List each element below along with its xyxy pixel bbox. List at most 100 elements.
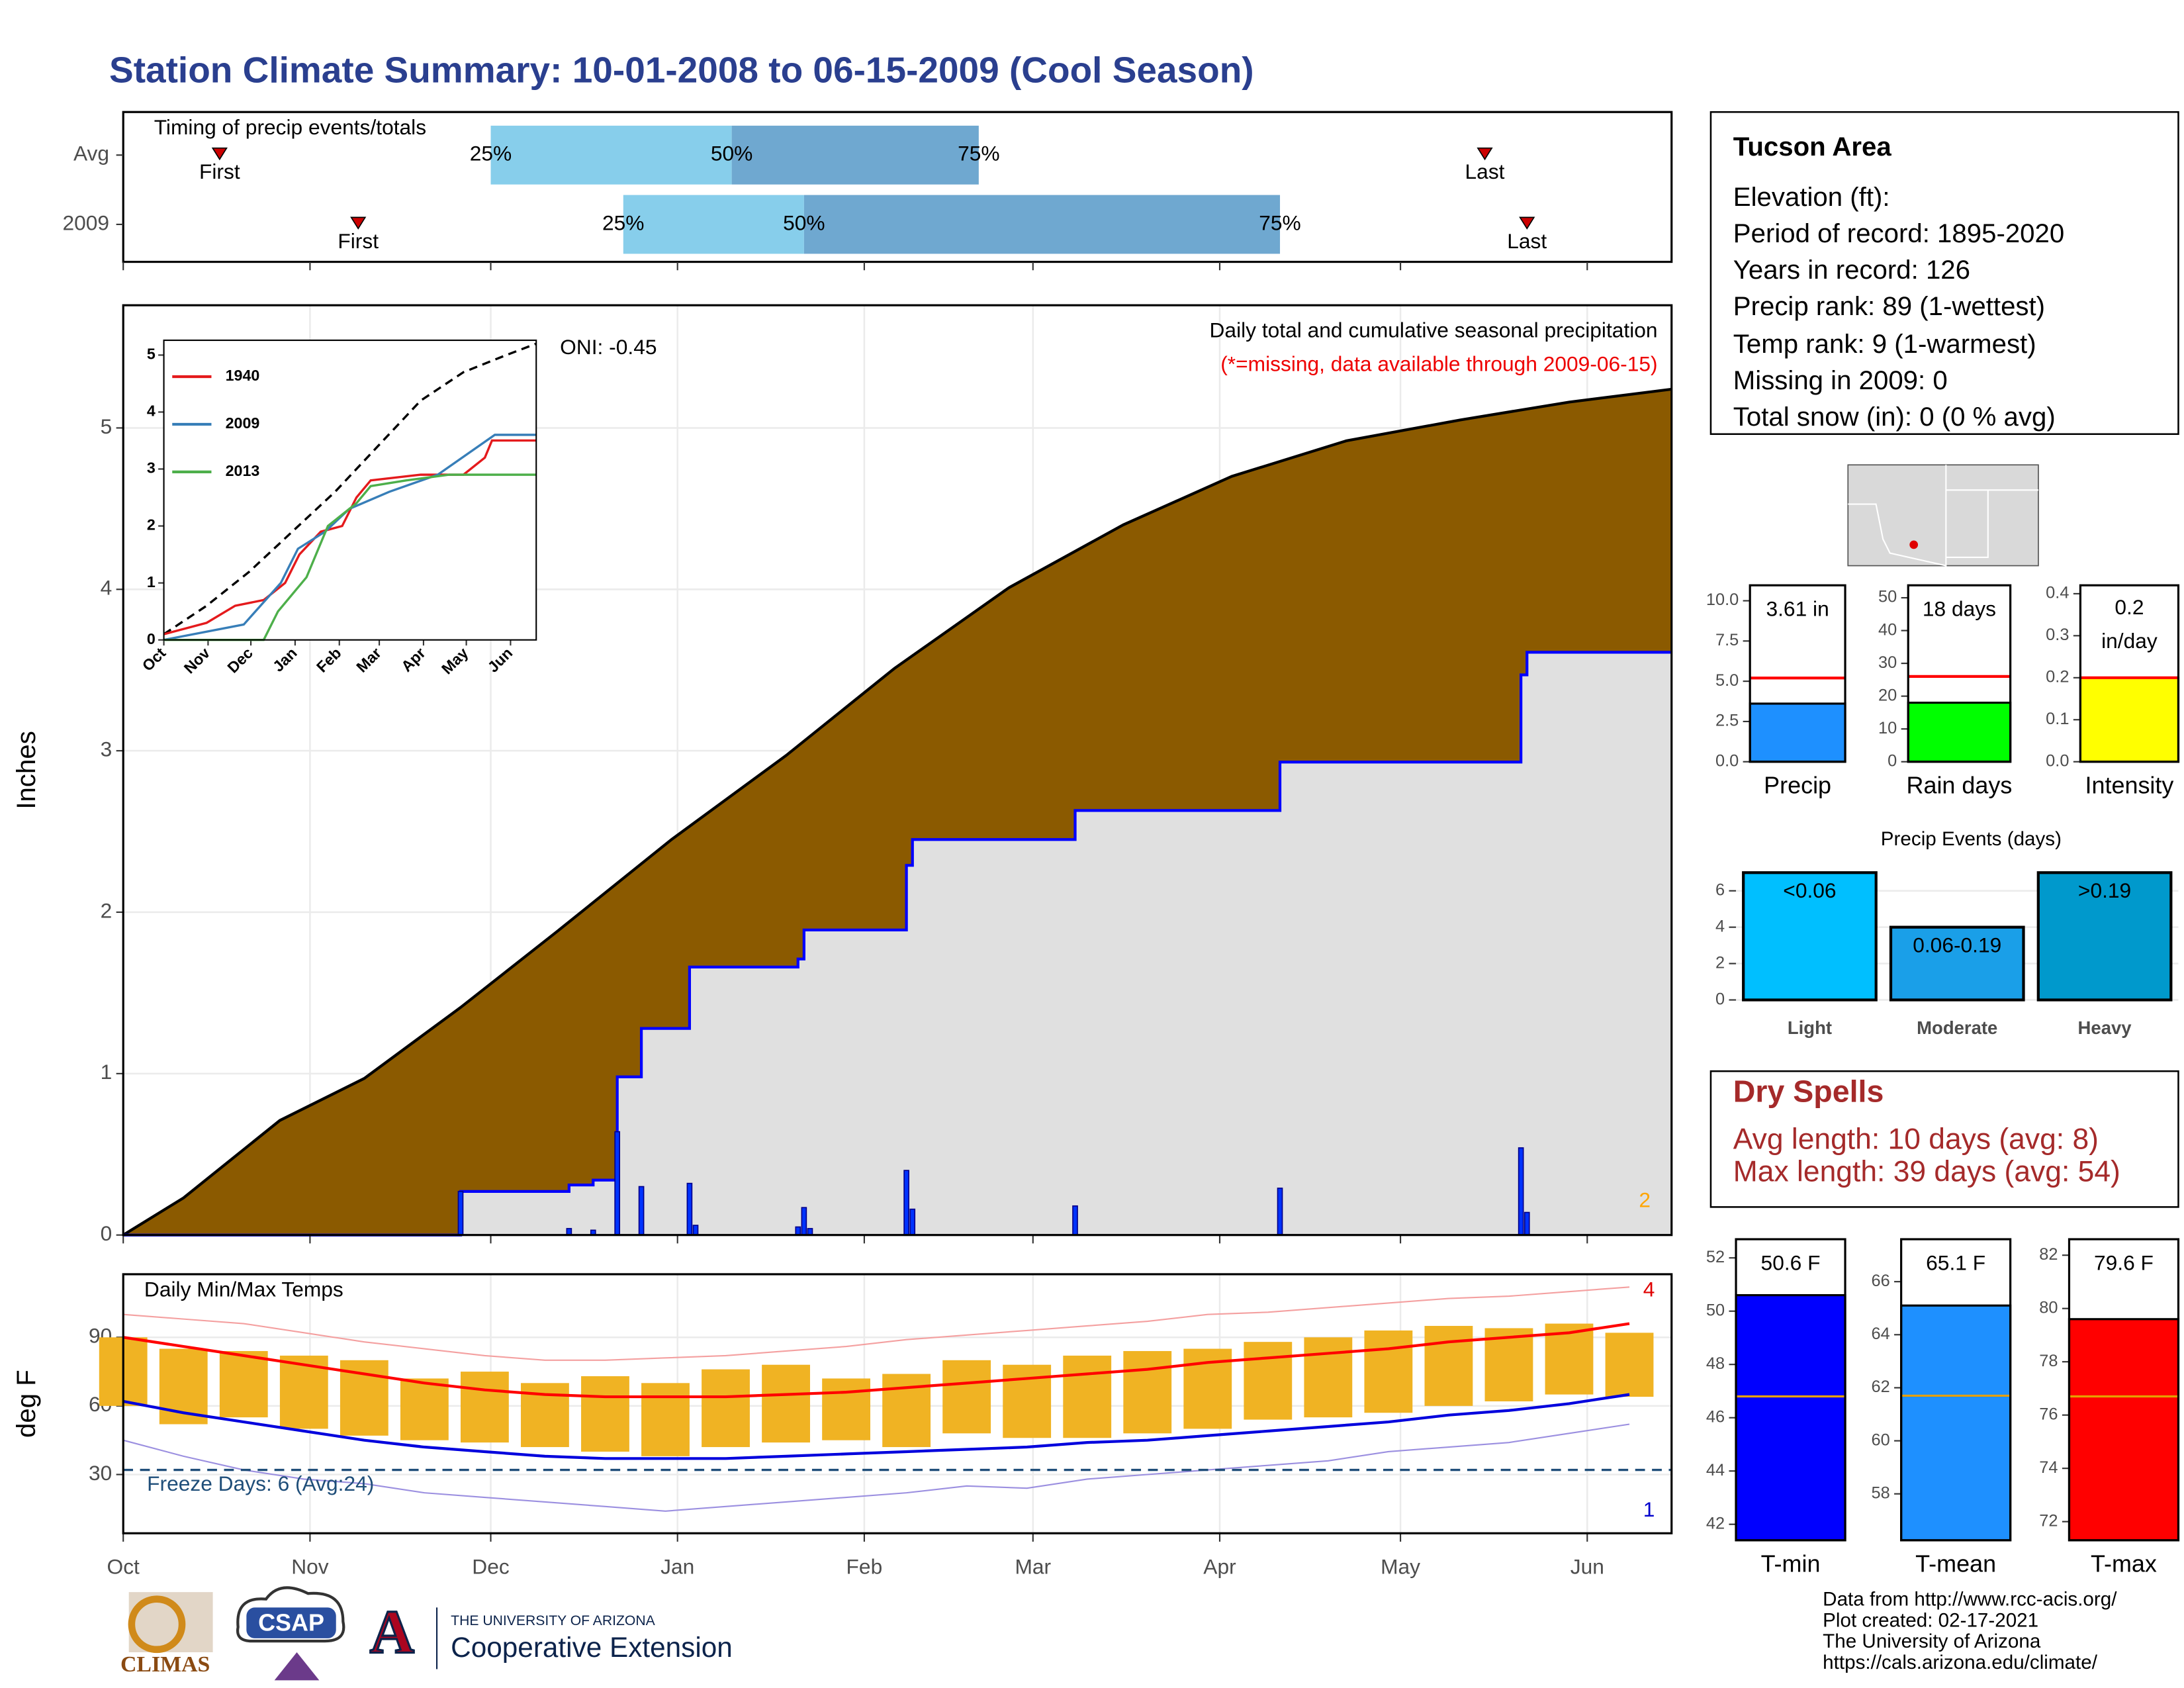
y-tick-label: 66: [1871, 1272, 1889, 1290]
chart-bar: 72 74 76 78 80 82 T-max 79.6 F: [2039, 1238, 2180, 1577]
timing-bar: [623, 195, 804, 254]
daily-bar: [1072, 1205, 1078, 1236]
value-label: 3.61 in: [1766, 597, 1829, 621]
marker-label: First: [199, 160, 240, 183]
y-tick-label: 46: [1706, 1407, 1725, 1426]
oni-annotation: ONI: -0.45: [560, 335, 657, 359]
bar: [1749, 702, 1846, 763]
y-tick-label: 0.4: [2046, 584, 2069, 602]
footer-line: Data from http://www.rcc-acis.org/: [1823, 1589, 2117, 1611]
series-line: [163, 439, 537, 635]
temp-bar: [762, 1364, 810, 1443]
climas-icon: [128, 1592, 213, 1653]
freeze-text: Freeze Days: 6 (Avg:24): [147, 1472, 374, 1495]
average-line: [163, 342, 537, 635]
station-name: Tucson Area: [1733, 132, 1892, 162]
category-label: Intensity: [2085, 771, 2173, 798]
percent-label: 50%: [711, 142, 752, 165]
timing-bar: [490, 125, 732, 185]
extension-name: Cooperative Extension: [451, 1632, 733, 1663]
y-tick-label: 52: [1706, 1248, 1725, 1266]
y-tick-label: 5: [147, 346, 156, 363]
temp-bar: [1304, 1337, 1353, 1418]
daily-bar: [1277, 1188, 1283, 1236]
x-tick-label: Dec: [472, 1555, 510, 1579]
chart-title: Precip Events (days): [1881, 828, 2062, 850]
daily-bar: [903, 1170, 909, 1236]
x-tick-label: May: [1381, 1555, 1420, 1579]
marker-label: First: [338, 229, 379, 253]
daily-bar: [795, 1226, 801, 1236]
ua-logo: A: [370, 1598, 414, 1666]
value-label: 50.6 F: [1761, 1250, 1821, 1274]
category-label: Precip: [1764, 771, 1831, 798]
record-lows: 1: [1643, 1497, 1655, 1521]
temp-bar: [400, 1378, 449, 1440]
chart-temperature: OctNovDecJanFebMarAprMayJun306090Daily M…: [11, 1273, 1673, 1579]
university-name: THE UNIVERSITY OF ARIZONA: [451, 1613, 655, 1628]
bar: [1742, 871, 1878, 1002]
locator-map: [1847, 464, 2039, 567]
climas-icon: [128, 1595, 186, 1654]
y-tick-label: 2: [147, 516, 156, 534]
daily-bar: [638, 1186, 645, 1236]
record-highs: 4: [1643, 1278, 1655, 1301]
y-tick-label: 0: [147, 630, 156, 647]
chart-subtitle: (*=missing, data available through 2009-…: [1220, 352, 1657, 375]
temp-bar: [1063, 1355, 1112, 1438]
range-label: >0.19: [2078, 878, 2131, 902]
daily-bar: [909, 1208, 916, 1236]
x-tick-label: Apr: [1203, 1555, 1236, 1579]
percent-label: 25%: [602, 211, 644, 234]
y-tick-label: 0: [1888, 751, 1897, 770]
daily-bar: [686, 1182, 693, 1236]
timing-bar: [803, 195, 1281, 254]
y-tick-label: 0: [101, 1221, 113, 1245]
y-tick-label: 2: [101, 898, 113, 922]
avg-min-line: [122, 1393, 1630, 1460]
daily-bar: [614, 1131, 621, 1236]
legend-label: 2013: [226, 462, 260, 479]
y-tick-label: 5: [101, 414, 113, 438]
bar: [1735, 1293, 1846, 1542]
timing-marker: [1519, 216, 1535, 230]
chart-bar: 58 60 62 64 66 T-mean 65.1 F: [1871, 1238, 2012, 1577]
y-tick-label: 82: [2039, 1245, 2058, 1264]
y-tick-label: 5.0: [1715, 671, 1739, 690]
plot-frame: [122, 111, 1673, 263]
station-line: Temp rank: 9 (1-warmest): [1733, 329, 2036, 359]
avg-max-line: [122, 1322, 1630, 1399]
record-high-line: [123, 1286, 1630, 1361]
chart-step_area: 0 1 2 3 4 5 Daily total and cumulative seasona…: [11, 304, 1673, 1245]
y-tick-label: 1: [147, 573, 156, 590]
y-tick-label: 3: [101, 737, 113, 761]
plot-frame: [2068, 1238, 2180, 1542]
temp-bar: [641, 1383, 690, 1456]
category-label: T-mean: [1915, 1550, 1996, 1577]
station-line: Years in record: 126: [1733, 255, 1970, 285]
y-tick-label: 0: [1715, 990, 1725, 1008]
temp-bar: [1364, 1330, 1413, 1413]
category-label: Light: [1788, 1017, 1832, 1038]
value-label: 0.2 in/day: [2101, 596, 2158, 653]
y-tick-label: 10: [1878, 719, 1897, 737]
y-tick-label: 0.0: [2046, 751, 2069, 770]
y-tick-label: 4: [1715, 917, 1725, 935]
station-line: Precip rank: 89 (1-wettest): [1733, 291, 2045, 321]
y-tick-label: 74: [2039, 1458, 2058, 1477]
csap-mountain: [274, 1652, 320, 1681]
dry-spells-line: Avg length: 10 days (avg: 8): [1733, 1123, 2099, 1156]
dry-spells-box: Dry Spells Avg length: 10 days (avg: 8) …: [1709, 1070, 2179, 1208]
timing-marker: [350, 216, 367, 230]
footer-line: https://cals.arizona.edu/climate/: [1823, 1652, 2098, 1673]
station-line: Elevation (ft):: [1733, 182, 1890, 212]
y-tick-label: 44: [1706, 1461, 1725, 1479]
x-tick-label: Jun: [1570, 1555, 1604, 1579]
x-tick-label: Nov: [291, 1555, 329, 1579]
y-tick-label: 7.5: [1715, 631, 1739, 649]
chart-bar: 0 2 4 6 Light <0.06 Moderate 0.06-0.19 Heavy >0.1…: [1715, 828, 2179, 1038]
y-axis-label: Inches: [11, 731, 41, 809]
timing-marker: [211, 147, 228, 161]
chart-title: Daily total and cumulative seasonal prec…: [1210, 318, 1658, 342]
series-line: [163, 434, 537, 641]
